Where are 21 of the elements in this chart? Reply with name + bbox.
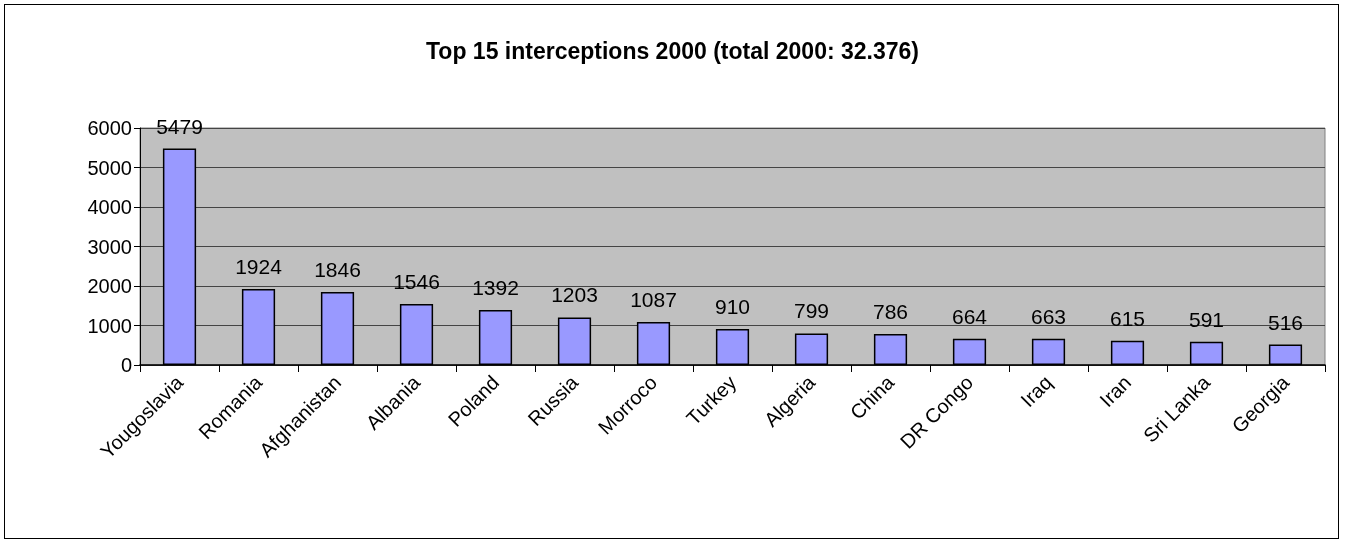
data-label: 663 (1030, 304, 1067, 328)
data-label: 786 (872, 299, 909, 323)
chart-title: Top 15 interceptions 2000 (total 2000: 32.376) (426, 37, 919, 64)
x-tick-label: Iraq (1016, 371, 1057, 412)
y-tick-label: 1000 (87, 314, 132, 337)
y-tick-label: 4000 (87, 196, 132, 218)
data-label: 591 (1188, 307, 1225, 331)
data-label: 799 (793, 299, 830, 323)
data-label: 1846 (314, 258, 361, 282)
data-label: 1924 (235, 255, 283, 278)
y-tick-label: 2000 (87, 275, 132, 297)
y-tick-label: 5000 (87, 156, 132, 179)
y-tick-label: 3000 (87, 235, 132, 258)
data-label: 1087 (630, 288, 677, 312)
x-tick-label: Iran (1095, 371, 1136, 412)
y-tick-label: 0 (120, 354, 132, 376)
data-label: 1203 (551, 283, 598, 307)
data-label: 910 (714, 295, 751, 319)
data-label: 615 (1109, 306, 1146, 330)
data-label: 664 (951, 304, 988, 328)
y-tick-label: 6000 (87, 117, 132, 139)
